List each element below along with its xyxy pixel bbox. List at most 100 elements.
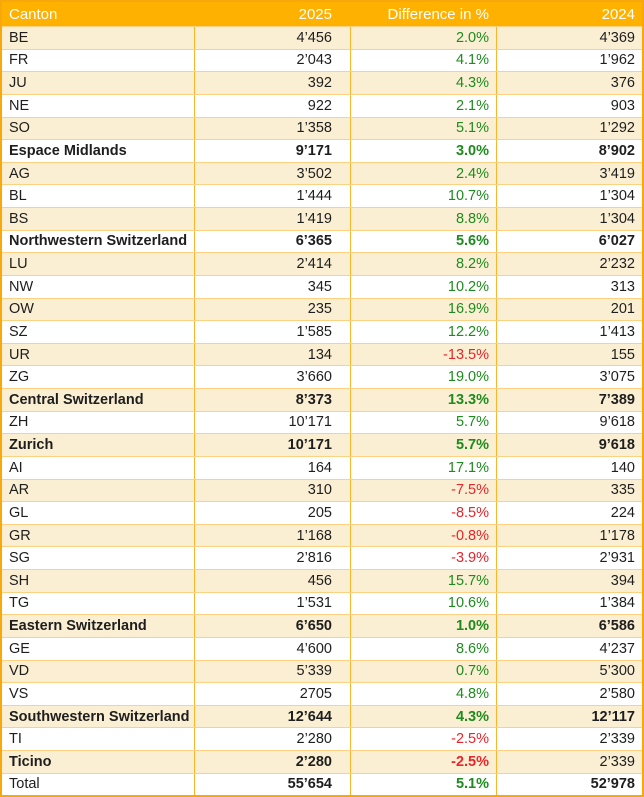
cell-difference-percent[interactable]: 4.1% bbox=[350, 49, 496, 72]
header-cell-difference[interactable]: Difference in % bbox=[387, 5, 489, 23]
cell-canton[interactable]: Northwestern Switzerland bbox=[9, 233, 188, 250]
cell-2024-value[interactable]: 394 bbox=[496, 570, 642, 592]
cell-difference-percent[interactable]: 5.1% bbox=[350, 773, 496, 796]
cell-2025-value[interactable]: 55’654 bbox=[194, 773, 350, 796]
cell-canton[interactable]: VS bbox=[9, 685, 29, 702]
cell-2025-value[interactable]: 10’171 bbox=[194, 434, 350, 456]
cell-2024-value[interactable]: 3’075 bbox=[496, 366, 642, 388]
cell-2025-value[interactable]: 4’456 bbox=[194, 27, 350, 49]
cell-2024-value[interactable]: 376 bbox=[496, 72, 642, 94]
cell-difference-percent[interactable]: 5.6% bbox=[350, 230, 496, 253]
cell-canton[interactable]: BS bbox=[9, 210, 29, 227]
cell-difference-percent[interactable]: 10.7% bbox=[350, 185, 496, 207]
cell-2025-value[interactable]: 205 bbox=[194, 502, 350, 524]
cell-2024-value[interactable]: 2’339 bbox=[496, 728, 642, 750]
cell-difference-percent[interactable]: 5.7% bbox=[350, 434, 496, 456]
cell-2025-value[interactable]: 1’585 bbox=[194, 321, 350, 343]
cell-difference-percent[interactable]: 16.9% bbox=[350, 298, 496, 321]
cell-canton[interactable]: Espace Midlands bbox=[9, 142, 127, 159]
cell-difference-percent[interactable]: 10.2% bbox=[350, 275, 496, 298]
cell-2025-value[interactable]: 345 bbox=[194, 275, 350, 298]
cell-2025-value[interactable]: 10’171 bbox=[194, 411, 350, 434]
cell-canton[interactable]: GR bbox=[9, 527, 31, 544]
cell-2024-value[interactable]: 7’389 bbox=[496, 389, 642, 411]
cell-canton[interactable]: GE bbox=[9, 640, 30, 657]
cell-difference-percent[interactable]: 0.7% bbox=[350, 660, 496, 683]
cell-canton[interactable]: JU bbox=[9, 75, 27, 92]
cell-2024-value[interactable]: 1’962 bbox=[496, 49, 642, 72]
cell-2024-value[interactable]: 12’117 bbox=[496, 705, 642, 728]
cell-difference-percent[interactable]: 8.2% bbox=[350, 253, 496, 275]
cell-canton[interactable]: SG bbox=[9, 550, 30, 567]
cell-difference-percent[interactable]: 12.2% bbox=[350, 321, 496, 343]
cell-2025-value[interactable]: 164 bbox=[194, 456, 350, 479]
cell-2025-value[interactable]: 8’373 bbox=[194, 389, 350, 411]
cell-2025-value[interactable]: 1’531 bbox=[194, 592, 350, 615]
cell-2025-value[interactable]: 134 bbox=[194, 343, 350, 366]
cell-2024-value[interactable]: 224 bbox=[496, 502, 642, 524]
cell-canton[interactable]: Total bbox=[9, 776, 40, 793]
cell-2024-value[interactable]: 155 bbox=[496, 343, 642, 366]
cell-difference-percent[interactable]: 13.3% bbox=[350, 389, 496, 411]
cell-2025-value[interactable]: 3’660 bbox=[194, 366, 350, 388]
cell-2025-value[interactable]: 310 bbox=[194, 479, 350, 502]
cell-2025-value[interactable]: 456 bbox=[194, 570, 350, 592]
cell-2024-value[interactable]: 52’978 bbox=[496, 773, 642, 796]
cell-2025-value[interactable]: 922 bbox=[194, 94, 350, 117]
cell-canton[interactable]: AI bbox=[9, 459, 23, 476]
cell-difference-percent[interactable]: 2.0% bbox=[350, 27, 496, 49]
cell-canton[interactable]: SO bbox=[9, 120, 30, 137]
cell-2024-value[interactable]: 3’419 bbox=[496, 162, 642, 185]
cell-2024-value[interactable]: 1’178 bbox=[496, 524, 642, 547]
cell-2024-value[interactable]: 6’027 bbox=[496, 230, 642, 253]
cell-2025-value[interactable]: 2’816 bbox=[194, 547, 350, 569]
cell-2025-value[interactable]: 1’358 bbox=[194, 117, 350, 140]
cell-2025-value[interactable]: 5’339 bbox=[194, 660, 350, 683]
cell-2025-value[interactable]: 12’644 bbox=[194, 705, 350, 728]
cell-canton[interactable]: BE bbox=[9, 29, 29, 46]
cell-difference-percent[interactable]: 4.8% bbox=[350, 683, 496, 705]
cell-canton[interactable]: Eastern Switzerland bbox=[9, 618, 147, 635]
cell-difference-percent[interactable]: 4.3% bbox=[350, 72, 496, 94]
header-cell-canton[interactable]: Canton bbox=[9, 5, 58, 23]
cell-canton[interactable]: OW bbox=[9, 301, 34, 318]
cell-2025-value[interactable]: 4’600 bbox=[194, 637, 350, 660]
cell-2024-value[interactable]: 4’237 bbox=[496, 637, 642, 660]
cell-difference-percent[interactable]: -3.9% bbox=[350, 547, 496, 569]
cell-2024-value[interactable]: 1’304 bbox=[496, 208, 642, 230]
cell-2024-value[interactable]: 1’413 bbox=[496, 321, 642, 343]
cell-canton[interactable]: Southwestern Switzerland bbox=[9, 708, 190, 725]
cell-canton[interactable]: Zurich bbox=[9, 437, 54, 454]
header-cell-2025[interactable]: 2025 bbox=[298, 5, 332, 23]
cell-2025-value[interactable]: 1’168 bbox=[194, 524, 350, 547]
header-cell-2024[interactable]: 2024 bbox=[601, 5, 635, 23]
cell-2024-value[interactable]: 2’931 bbox=[496, 547, 642, 569]
cell-canton[interactable]: SZ bbox=[9, 323, 28, 340]
cell-difference-percent[interactable]: 15.7% bbox=[350, 570, 496, 592]
cell-2024-value[interactable]: 2’339 bbox=[496, 751, 642, 773]
cell-canton[interactable]: VD bbox=[9, 663, 30, 680]
cell-2024-value[interactable]: 6’586 bbox=[496, 615, 642, 637]
cell-2024-value[interactable]: 9’618 bbox=[496, 411, 642, 434]
cell-2024-value[interactable]: 2’580 bbox=[496, 683, 642, 705]
cell-difference-percent[interactable]: 17.1% bbox=[350, 456, 496, 479]
cell-difference-percent[interactable]: 2.4% bbox=[350, 162, 496, 185]
cell-2024-value[interactable]: 2’232 bbox=[496, 253, 642, 275]
cell-2025-value[interactable]: 1’419 bbox=[194, 208, 350, 230]
cell-2024-value[interactable]: 140 bbox=[496, 456, 642, 479]
cell-2025-value[interactable]: 2’414 bbox=[194, 253, 350, 275]
cell-2024-value[interactable]: 313 bbox=[496, 275, 642, 298]
cell-2024-value[interactable]: 9’618 bbox=[496, 434, 642, 456]
cell-canton[interactable]: AG bbox=[9, 165, 30, 182]
cell-2024-value[interactable]: 5’300 bbox=[496, 660, 642, 683]
cell-canton[interactable]: GL bbox=[9, 504, 29, 521]
cell-2025-value[interactable]: 2’280 bbox=[194, 751, 350, 773]
cell-canton[interactable]: ZH bbox=[9, 414, 29, 431]
cell-2025-value[interactable]: 6’365 bbox=[194, 230, 350, 253]
cell-difference-percent[interactable]: 5.1% bbox=[350, 117, 496, 140]
cell-2024-value[interactable]: 903 bbox=[496, 94, 642, 117]
cell-canton[interactable]: AR bbox=[9, 482, 30, 499]
cell-difference-percent[interactable]: 8.6% bbox=[350, 637, 496, 660]
cell-2025-value[interactable]: 3’502 bbox=[194, 162, 350, 185]
cell-canton[interactable]: TG bbox=[9, 595, 30, 612]
